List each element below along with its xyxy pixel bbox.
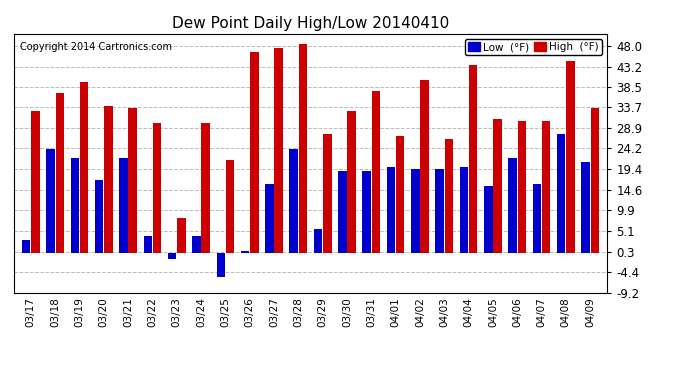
Bar [193, 236, 201, 253]
Bar [241, 251, 249, 253]
Bar [168, 253, 177, 259]
Bar [347, 111, 356, 253]
Bar [542, 121, 551, 253]
Bar [22, 240, 30, 253]
Bar [55, 93, 64, 253]
Bar [591, 108, 599, 253]
Text: Copyright 2014 Cartronics.com: Copyright 2014 Cartronics.com [20, 42, 172, 51]
Bar [119, 158, 128, 253]
Bar [435, 169, 444, 253]
Bar [226, 160, 235, 253]
Bar [70, 158, 79, 253]
Bar [411, 169, 420, 253]
Bar [250, 52, 259, 253]
Bar [557, 134, 566, 253]
Bar [323, 134, 331, 253]
Bar [484, 186, 493, 253]
Legend: Low  (°F), High  (°F): Low (°F), High (°F) [464, 39, 602, 55]
Bar [95, 180, 104, 253]
Bar [104, 106, 112, 253]
Bar [128, 108, 137, 253]
Bar [299, 44, 307, 253]
Bar [460, 166, 469, 253]
Bar [396, 136, 404, 253]
Bar [444, 138, 453, 253]
Bar [338, 171, 346, 253]
Bar [80, 82, 88, 253]
Bar [420, 80, 428, 253]
Bar [265, 184, 274, 253]
Bar [493, 119, 502, 253]
Bar [386, 166, 395, 253]
Bar [290, 149, 298, 253]
Bar [177, 218, 186, 253]
Bar [275, 48, 283, 253]
Bar [152, 123, 161, 253]
Bar [469, 65, 477, 253]
Bar [372, 91, 380, 253]
Bar [509, 158, 517, 253]
Bar [362, 171, 371, 253]
Bar [217, 253, 225, 276]
Bar [201, 123, 210, 253]
Bar [581, 162, 590, 253]
Bar [533, 184, 541, 253]
Bar [46, 149, 55, 253]
Bar [314, 229, 322, 253]
Bar [144, 236, 152, 253]
Bar [518, 121, 526, 253]
Bar [31, 111, 40, 253]
Bar [566, 61, 575, 253]
Title: Dew Point Daily High/Low 20140410: Dew Point Daily High/Low 20140410 [172, 16, 449, 31]
